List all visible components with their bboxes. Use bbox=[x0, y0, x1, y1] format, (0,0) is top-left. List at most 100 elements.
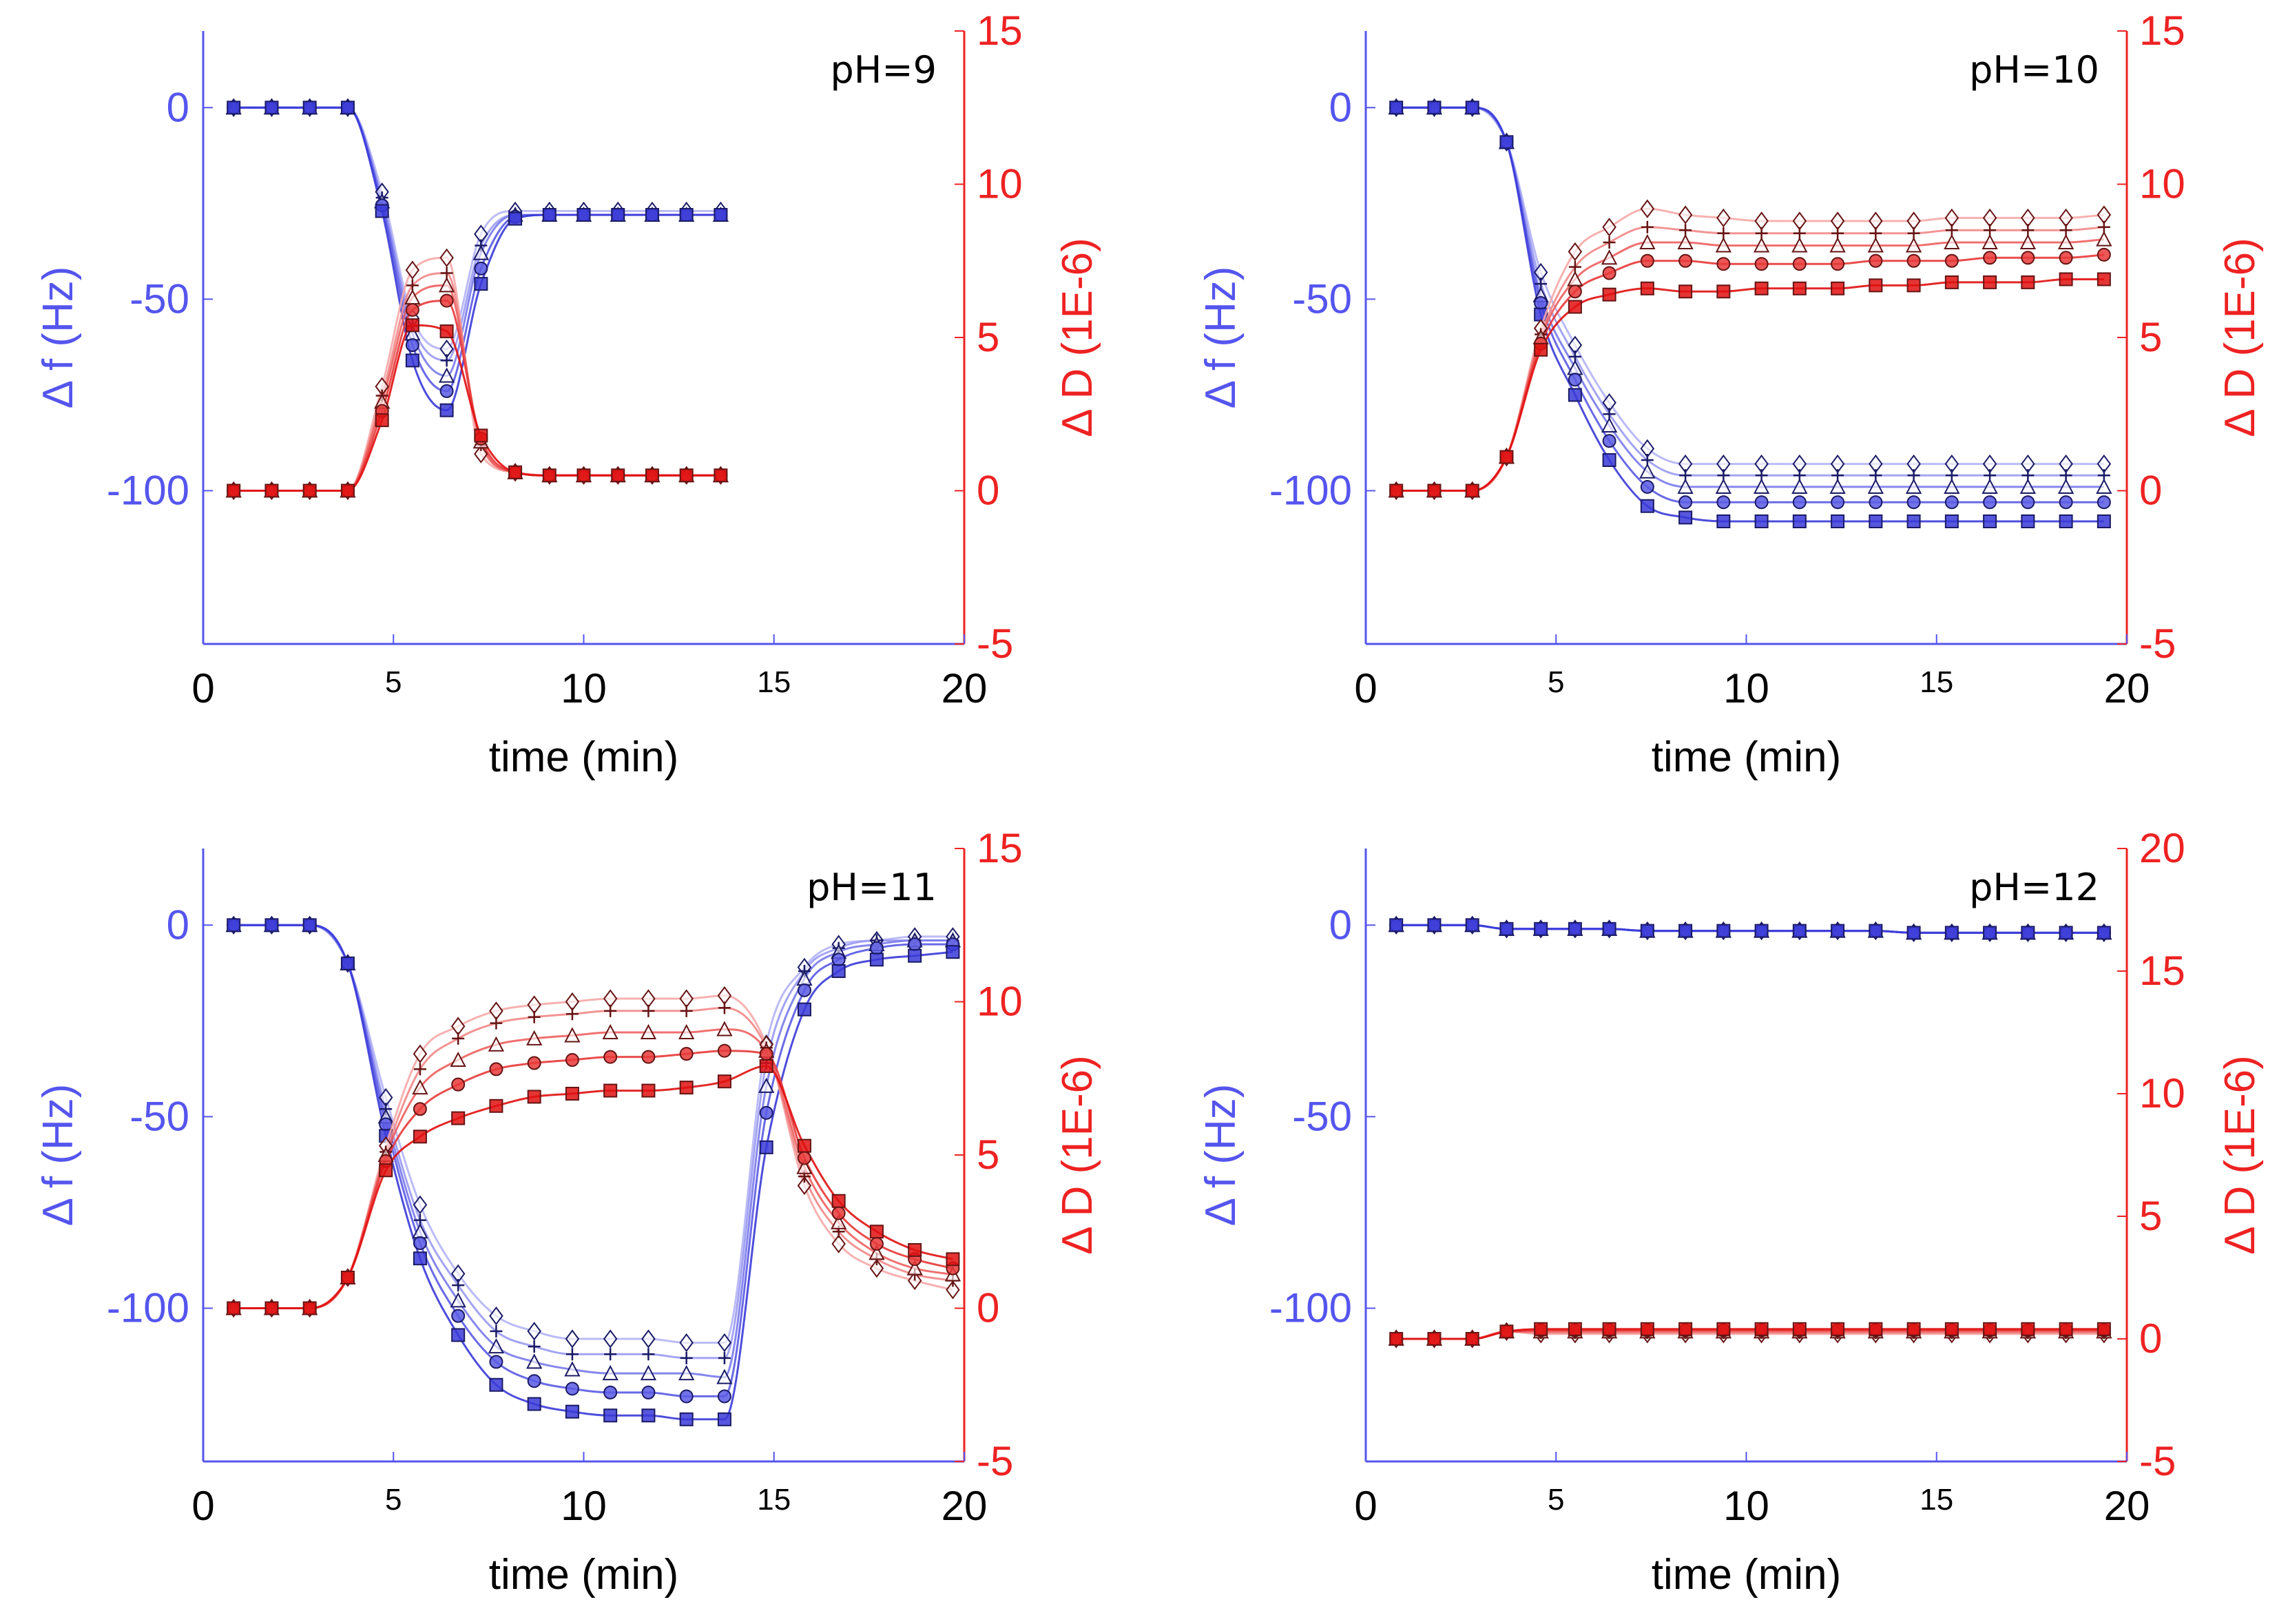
diss-data-point bbox=[1830, 211, 1845, 231]
diss-data-point bbox=[641, 1050, 656, 1064]
freq-data-point bbox=[1639, 463, 1656, 479]
diss-data-point bbox=[474, 428, 488, 443]
right-y-tick-label: 10 bbox=[2139, 1070, 2185, 1116]
freq-data-point bbox=[1869, 495, 1883, 510]
freq-data-point bbox=[1982, 478, 1998, 494]
freq-data-point bbox=[1831, 924, 1845, 938]
diss-data-point bbox=[1792, 281, 1807, 295]
diss-data-point bbox=[438, 277, 455, 293]
freq-data-point bbox=[490, 1324, 503, 1337]
freq-data-point bbox=[1983, 514, 1997, 528]
diss-data-point bbox=[611, 468, 625, 483]
freq-data-point bbox=[1944, 514, 1959, 528]
left-y-tick-label: 0 bbox=[167, 902, 189, 948]
diss-data-point bbox=[2059, 251, 2073, 265]
diss-data-point bbox=[1640, 199, 1655, 218]
diss-data-point bbox=[603, 1083, 618, 1098]
freq-data-point bbox=[451, 1328, 466, 1342]
freq-data-point bbox=[1944, 926, 1959, 940]
freq-data-point bbox=[717, 1412, 731, 1426]
left-y-tick-label: 0 bbox=[167, 84, 189, 130]
freq-data-point bbox=[565, 1329, 580, 1349]
diss-series-line bbox=[233, 300, 721, 492]
freq-data-point bbox=[1534, 295, 1548, 310]
diss-data-point bbox=[1944, 1322, 1959, 1336]
diss-data-point bbox=[906, 1260, 923, 1276]
diss-data-point bbox=[602, 1023, 618, 1039]
diss-data-point bbox=[1568, 300, 1582, 314]
diss-data-point bbox=[797, 1176, 812, 1196]
freq-data-point bbox=[2021, 495, 2035, 510]
right-y-tick-label: 15 bbox=[2139, 948, 2185, 994]
freq-data-point bbox=[1601, 417, 1618, 433]
diss-data-point bbox=[405, 318, 419, 333]
diss-data-point bbox=[678, 1023, 695, 1039]
freq-data-point bbox=[379, 1117, 393, 1132]
freq-data-point bbox=[1716, 514, 1731, 528]
panel-title: pH=12 bbox=[1969, 866, 2099, 909]
freq-data-point bbox=[1534, 922, 1548, 936]
freq-data-point bbox=[1754, 514, 1769, 528]
diss-data-point bbox=[576, 468, 591, 483]
freq-data-point bbox=[831, 952, 846, 967]
diss-series-line bbox=[233, 1028, 953, 1309]
freq-series-line bbox=[233, 924, 953, 1397]
diss-data-point bbox=[717, 1074, 731, 1089]
freq-data-point bbox=[602, 1364, 618, 1381]
freq-series-line bbox=[1396, 106, 2104, 503]
freq-data-point bbox=[641, 1329, 656, 1349]
diss-data-point bbox=[1869, 1322, 1883, 1336]
left-y-tick-label: -100 bbox=[1269, 468, 1352, 514]
diss-data-point bbox=[1944, 233, 1960, 250]
diss-data-point bbox=[797, 1151, 811, 1165]
x-tick-label: 15 bbox=[757, 665, 791, 699]
freq-data-point bbox=[603, 1408, 618, 1423]
freq-data-point bbox=[1944, 495, 1959, 510]
left-y-axis-label: Δ f (Hz) bbox=[1197, 267, 1245, 409]
diss-data-point bbox=[869, 1245, 885, 1260]
left-y-tick-label: -50 bbox=[1292, 275, 1352, 322]
right-y-tick-label: 20 bbox=[2139, 825, 2185, 871]
diss-data-point bbox=[375, 413, 389, 428]
diss-data-point bbox=[565, 992, 580, 1012]
x-tick-label: 10 bbox=[561, 665, 607, 711]
diss-data-point bbox=[488, 1036, 505, 1052]
x-tick-label: 5 bbox=[385, 1483, 402, 1517]
freq-series-line bbox=[1396, 106, 2104, 488]
diss-data-point bbox=[528, 1010, 541, 1023]
freq-data-point bbox=[2097, 495, 2111, 510]
freq-data-point bbox=[1389, 918, 1404, 933]
diss-data-point bbox=[1982, 233, 1998, 250]
diss-data-point bbox=[1831, 257, 1845, 271]
freq-series-line bbox=[1396, 106, 2104, 466]
freq-data-point bbox=[1906, 495, 1921, 510]
x-tick-label: 15 bbox=[1920, 1483, 1953, 1517]
diss-data-point bbox=[1568, 284, 1582, 299]
freq-data-point bbox=[717, 1389, 731, 1404]
freq-data-point bbox=[680, 1351, 693, 1364]
diss-data-point bbox=[1754, 211, 1769, 231]
freq-data-point bbox=[1499, 922, 1514, 936]
panel-title: pH=10 bbox=[1969, 48, 2099, 92]
freq-data-point bbox=[1983, 926, 1997, 940]
x-tick-label: 5 bbox=[385, 665, 402, 699]
diss-data-point bbox=[1677, 233, 1694, 250]
diss-data-point bbox=[1534, 342, 1548, 357]
diss-data-point bbox=[227, 1301, 241, 1315]
diss-series-line bbox=[233, 1065, 953, 1309]
diss-data-point bbox=[1716, 257, 1731, 271]
diss-data-point bbox=[1792, 211, 1807, 231]
right-y-axis-label: Δ D (1E-6) bbox=[2216, 1055, 2264, 1254]
chart-panel: 0 5 10 15 20 0 -50 -100 15 10 5 0 -5 time (min) Δ f (H… bbox=[1197, 8, 2264, 781]
diss-data-point bbox=[508, 465, 523, 479]
freq-data-point bbox=[489, 1355, 503, 1369]
chart-panel: 0 5 10 15 20 0 -50 -100 20 15 10 5 0 -5 time (min) Δ f … bbox=[1197, 825, 2264, 1599]
diss-data-point bbox=[1716, 208, 1731, 228]
right-y-tick-label: 0 bbox=[2139, 1315, 2162, 1362]
diss-data-point bbox=[759, 1059, 773, 1073]
freq-data-point bbox=[1678, 495, 1693, 510]
freq-data-point bbox=[440, 354, 453, 367]
freq-data-point bbox=[474, 261, 488, 275]
freq-data-point bbox=[1716, 495, 1731, 510]
right-y-axis-label: Δ D (1E-6) bbox=[1054, 238, 1101, 437]
